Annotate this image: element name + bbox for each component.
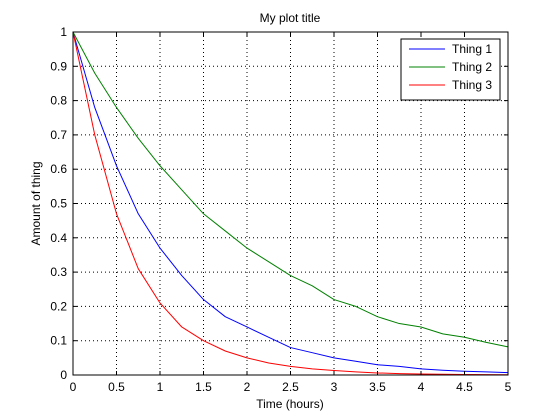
y-tick-label: 0.3 [50,265,67,279]
y-tick-label: 0.6 [50,162,67,176]
y-tick-label: 0.9 [50,59,67,73]
x-tick-label: 2 [244,380,251,394]
x-tick-label: 0 [70,380,77,394]
y-axis-label: Amount of thing [29,161,43,245]
series-lines [72,31,509,376]
series-line-thing-1 [72,31,509,374]
legend-label: Thing 3 [452,78,492,92]
x-tick-label: 1.5 [195,380,212,394]
y-tick-label: 0.1 [50,334,67,348]
axis-ticks [72,31,509,376]
legend: Thing 1 Thing 2 Thing 3 [400,38,501,101]
y-tick-label: 0.8 [50,94,67,108]
legend-entries: Thing 1 Thing 2 Thing 3 [409,42,492,92]
y-tick-label: 0.7 [50,128,67,142]
series-line-thing-3 [72,31,509,376]
y-tick-label: 0 [60,368,67,382]
x-tick-label: 1 [157,380,164,394]
x-tick-label: 4.5 [456,380,473,394]
x-tick-label: 4 [418,380,425,394]
grid [73,32,508,375]
x-tick-label: 3 [331,380,338,394]
x-tick-label: 0.5 [108,380,125,394]
y-tick-label: 0.5 [50,197,67,211]
y-tick-label: 0.2 [50,299,67,313]
y-tick-labels: 0 0.1 0.2 0.3 0.4 0.5 0.6 0.7 0.8 0.9 1 [50,25,67,382]
x-tick-label: 2.5 [282,380,299,394]
x-tick-label: 3.5 [369,380,386,394]
legend-label: Thing 2 [452,60,492,74]
x-axis-label: Time (hours) [256,397,324,411]
x-tick-label: 5 [505,380,512,394]
y-tick-label: 1 [60,25,67,39]
series-line-thing-2 [72,31,509,348]
chart-title: My plot title [260,11,321,25]
legend-label: Thing 1 [452,42,492,56]
y-tick-label: 0.4 [50,231,67,245]
x-tick-labels: 0 0.5 1 1.5 2 2.5 3 3.5 4 4.5 5 [70,380,512,394]
